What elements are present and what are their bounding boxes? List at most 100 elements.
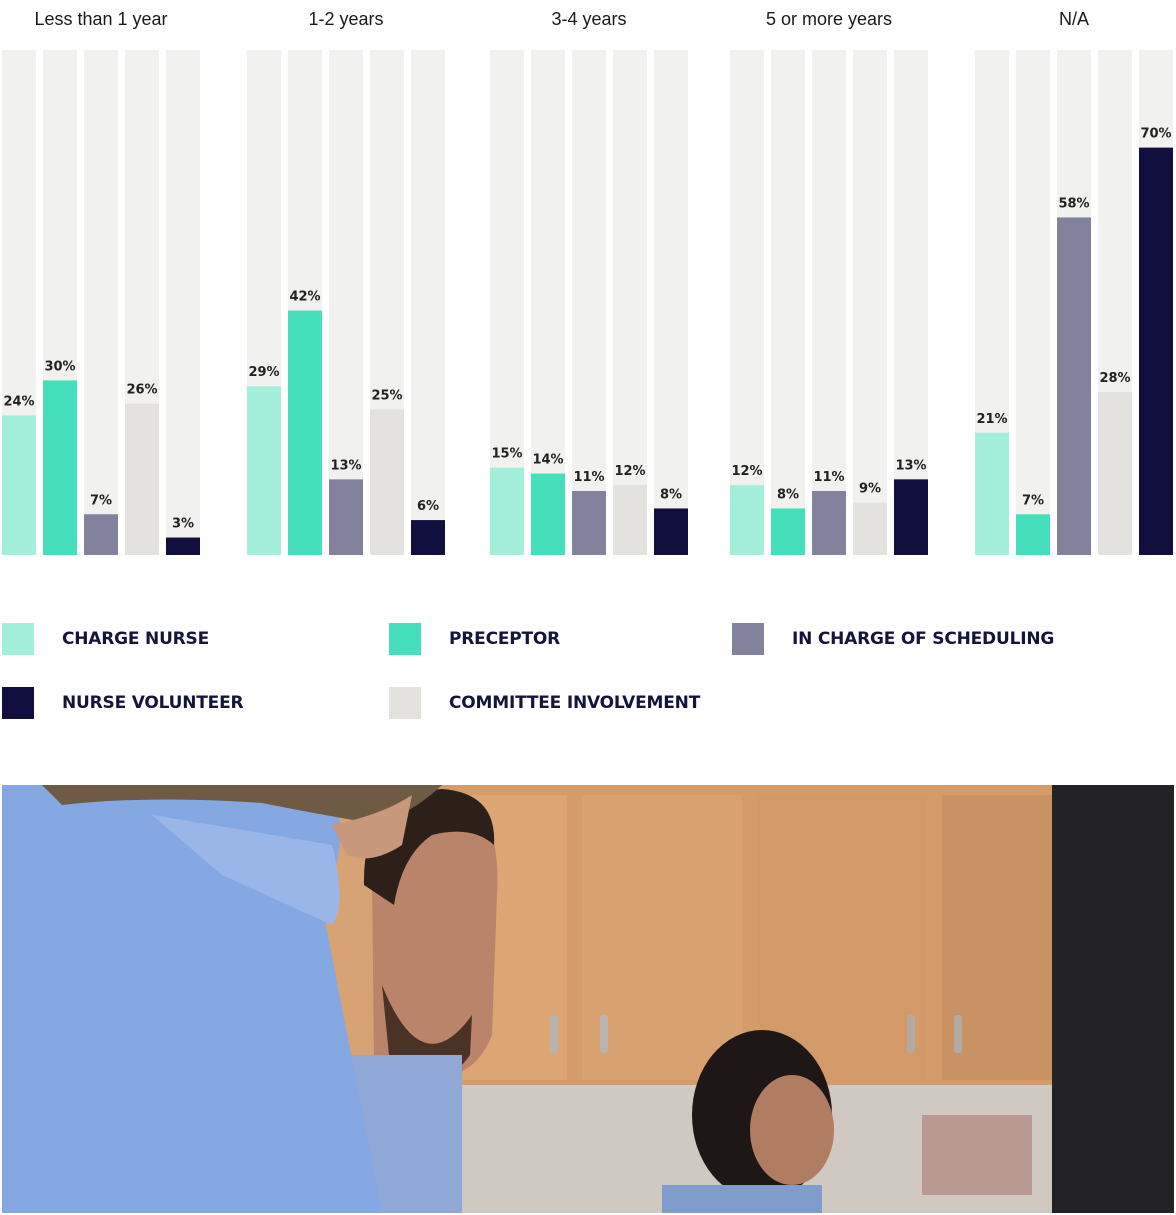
value-label-committee-involvement-3-4-years: 12% [614, 464, 645, 479]
group-title-n-a: N/A [1059, 9, 1089, 29]
value-label-nurse-volunteer-1-2-years: 6% [417, 499, 439, 514]
value-label-committee-involvement-n-a: 28% [1099, 371, 1130, 386]
foreground-nurse-face [332, 795, 412, 859]
bar-preceptor-less-than-1-year [43, 380, 77, 555]
value-label-nurse-volunteer-3-4-years: 8% [660, 487, 682, 502]
bar-charge-nurse-5-or-more-years [730, 485, 764, 555]
bar-track [411, 50, 445, 555]
legend-label-preceptor: PRECEPTOR [449, 629, 561, 649]
legend-item-nurse-volunteer: NURSE VOLUNTEER [2, 686, 244, 720]
value-label-nurse-volunteer-less-than-1-year: 3% [172, 517, 194, 532]
bar-nurse-volunteer-5-or-more-years [894, 479, 928, 555]
value-label-charge-nurse-3-4-years: 15% [491, 447, 522, 462]
bar-track [329, 50, 363, 555]
nurses-at-workstation-photo [2, 785, 1174, 1213]
bar-committee-involvement-less-than-1-year [125, 403, 159, 555]
value-label-preceptor-less-than-1-year: 30% [44, 359, 75, 374]
value-label-charge-nurse-5-or-more-years: 12% [731, 464, 762, 479]
bar-in-charge-of-scheduling-less-than-1-year [84, 514, 118, 555]
bar-charge-nurse-1-2-years [247, 386, 281, 555]
value-label-charge-nurse-1-2-years: 29% [248, 365, 279, 380]
value-label-committee-involvement-1-2-years: 25% [371, 389, 402, 404]
bar-track [613, 50, 647, 555]
legend-item-charge-nurse: CHARGE NURSE [2, 622, 209, 656]
legend-swatch-committee-involvement [389, 687, 421, 719]
chart-legend: CHARGE NURSE PRECEPTOR IN CHARGE OF SCHE… [0, 600, 1176, 750]
cabinet-handle [600, 1015, 608, 1053]
bar-track [853, 50, 887, 555]
bar-nurse-volunteer-1-2-years [411, 520, 445, 555]
value-label-in-charge-of-scheduling-n-a: 58% [1058, 196, 1089, 211]
group-title-5-or-more-years: 5 or more years [766, 9, 892, 29]
bar-track [730, 50, 764, 555]
value-label-nurse-volunteer-n-a: 70% [1140, 127, 1171, 142]
legend-label-charge-nurse: CHARGE NURSE [62, 629, 210, 649]
bar-in-charge-of-scheduling-1-2-years [329, 479, 363, 555]
bar-preceptor-5-or-more-years [771, 508, 805, 555]
bar-charge-nurse-less-than-1-year [2, 415, 36, 555]
bar-track [812, 50, 846, 555]
bar-nurse-volunteer-less-than-1-year [166, 537, 200, 555]
value-label-preceptor-5-or-more-years: 8% [777, 487, 799, 502]
bar-charge-nurse-3-4-years [490, 467, 524, 555]
legend-swatch-preceptor [389, 623, 421, 655]
value-label-preceptor-1-2-years: 42% [289, 290, 320, 305]
background-nurse-scrubs [662, 1185, 822, 1213]
value-label-committee-involvement-less-than-1-year: 26% [126, 383, 157, 398]
group-title-3-4-years: 3-4 years [551, 9, 626, 29]
legend-swatch-in-charge-of-scheduling [732, 623, 764, 655]
bar-committee-involvement-5-or-more-years [853, 502, 887, 555]
bar-in-charge-of-scheduling-3-4-years [572, 490, 606, 555]
bar-track [771, 50, 805, 555]
grouped-bar-chart: Less than 1 year 24% 30% 7% 26% 3% 1-2 years 29… [2, 9, 1173, 555]
bar-preceptor-n-a [1016, 514, 1050, 555]
bar-track [654, 50, 688, 555]
legend-label-nurse-volunteer: NURSE VOLUNTEER [62, 693, 244, 713]
legend-label-committee-involvement: COMMITTEE INVOLVEMENT [449, 693, 701, 713]
cabinet-handle [550, 1015, 558, 1053]
bar-track [84, 50, 118, 555]
bar-track [1016, 50, 1050, 555]
cabinet-handle [954, 1015, 962, 1053]
bar-in-charge-of-scheduling-n-a [1057, 217, 1091, 555]
value-label-charge-nurse-less-than-1-year: 24% [3, 394, 34, 409]
bar-preceptor-3-4-years [531, 473, 565, 555]
value-label-committee-involvement-5-or-more-years: 9% [859, 482, 881, 497]
value-label-nurse-volunteer-5-or-more-years: 13% [895, 458, 926, 473]
value-label-in-charge-of-scheduling-3-4-years: 11% [573, 470, 604, 485]
foreground-nurse-hair [42, 785, 442, 825]
bar-track [166, 50, 200, 555]
legend-item-committee-involvement: COMMITTEE INVOLVEMENT [389, 686, 700, 720]
bar-in-charge-of-scheduling-5-or-more-years [812, 490, 846, 555]
bar-committee-involvement-3-4-years [613, 485, 647, 555]
legend-swatch-nurse-volunteer [2, 687, 34, 719]
value-label-charge-nurse-n-a: 21% [976, 412, 1007, 427]
bar-track [531, 50, 565, 555]
bar-preceptor-1-2-years [288, 310, 322, 555]
value-label-preceptor-n-a: 7% [1022, 493, 1044, 508]
bar-nurse-volunteer-3-4-years [654, 508, 688, 555]
bar-charge-nurse-n-a [975, 432, 1009, 555]
counter-object [922, 1115, 1032, 1195]
cabinet-door [582, 795, 742, 1080]
legend-item-in-charge-of-scheduling: IN CHARGE OF SCHEDULING [732, 622, 1054, 656]
bar-nurse-volunteer-n-a [1139, 147, 1173, 555]
value-label-preceptor-3-4-years: 14% [532, 453, 563, 468]
value-label-in-charge-of-scheduling-1-2-years: 13% [330, 458, 361, 473]
background-nurse-face [750, 1075, 834, 1185]
scrubs-collar [152, 815, 340, 925]
legend-label-in-charge-of-scheduling: IN CHARGE OF SCHEDULING [792, 629, 1055, 649]
bar-committee-involvement-1-2-years [370, 409, 404, 555]
bar-track [572, 50, 606, 555]
monitor [1052, 785, 1174, 1213]
value-label-in-charge-of-scheduling-5-or-more-years: 11% [813, 470, 844, 485]
bar-track [894, 50, 928, 555]
group-title-1-2-years: 1-2 years [308, 9, 383, 29]
group-title-less-than-1-year: Less than 1 year [34, 9, 167, 29]
value-label-in-charge-of-scheduling-less-than-1-year: 7% [90, 493, 112, 508]
legend-item-preceptor: PRECEPTOR [389, 622, 560, 656]
bar-committee-involvement-n-a [1098, 392, 1132, 555]
cabinet-handle [907, 1015, 915, 1053]
cabinet-door [757, 795, 927, 1080]
legend-swatch-charge-nurse [2, 623, 34, 655]
